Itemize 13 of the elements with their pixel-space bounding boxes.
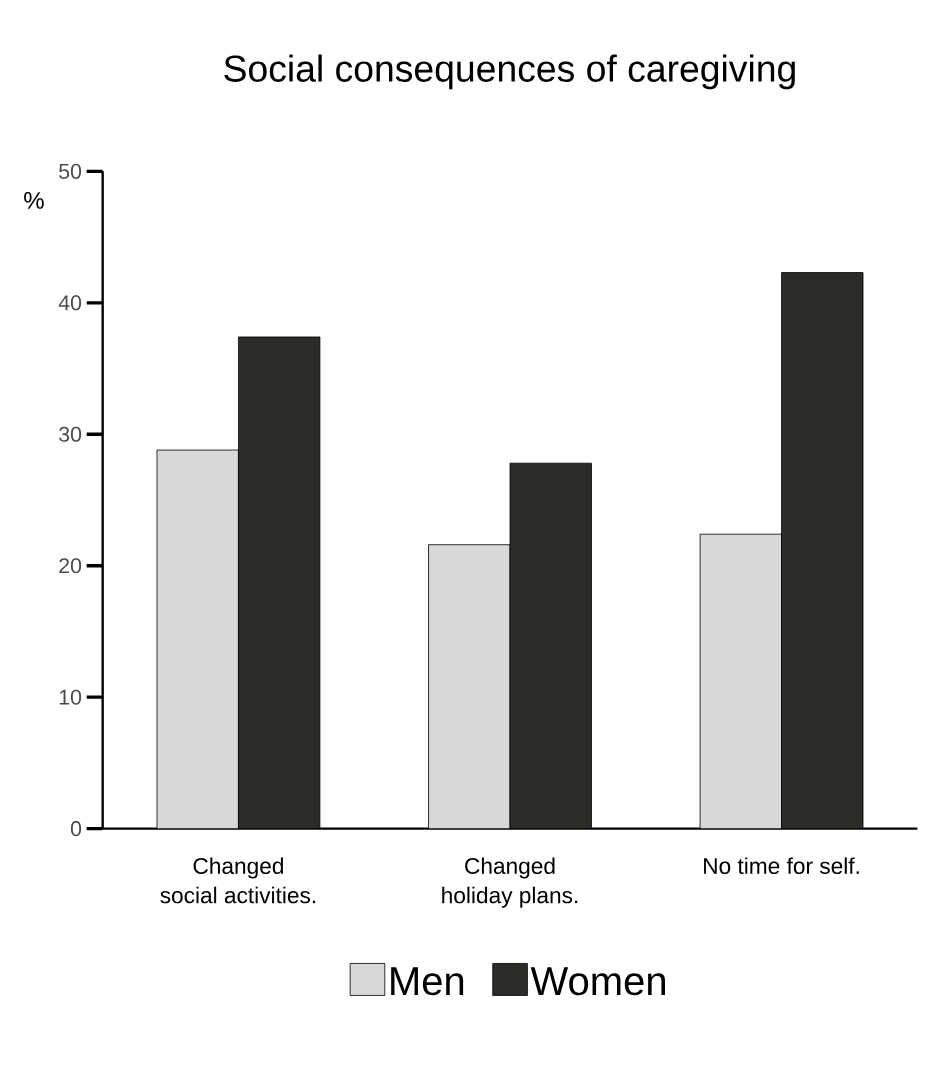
chart-title: Social consequences of caregiving bbox=[224, 54, 795, 90]
y-tick-label: 20 bbox=[59, 558, 82, 574]
y-tick-label: 10 bbox=[59, 689, 82, 705]
x-tick-label: Changed social activities. bbox=[160, 857, 316, 904]
legend-label: Women bbox=[530, 967, 665, 996]
legend-label: Men bbox=[391, 967, 464, 996]
x-tick-label: No time for self. bbox=[704, 857, 859, 875]
x-tick-label: Changed holiday plans. bbox=[442, 857, 578, 908]
y-tick-label: 40 bbox=[58, 295, 82, 311]
y-axis-title: % bbox=[24, 192, 44, 209]
y-tick-label: 50 bbox=[59, 163, 82, 179]
y-tick-label: 0 bbox=[70, 821, 82, 837]
y-tick-label: 30 bbox=[59, 426, 82, 442]
